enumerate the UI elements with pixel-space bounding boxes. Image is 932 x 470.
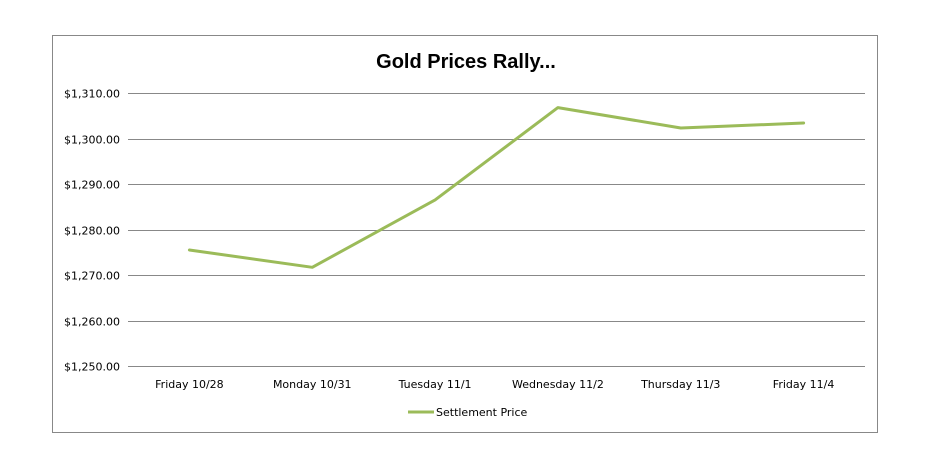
y-axis-labels: $1,250.00 $1,260.00 $1,270.00 $1,280.00 $1,2… xyxy=(64,88,120,374)
y-tick-label: $1,310.00 xyxy=(64,88,120,101)
x-tick-label: Friday 10/28 xyxy=(155,378,224,391)
y-tick-label: $1,290.00 xyxy=(64,179,120,192)
y-tick-label: $1,300.00 xyxy=(64,134,120,147)
y-tick-label: $1,260.00 xyxy=(64,316,120,329)
x-axis-labels: Friday 10/28 Monday 10/31 Tuesday 11/1 Wedn… xyxy=(155,378,834,391)
x-tick-label: Tuesday 11/1 xyxy=(398,378,472,391)
y-tick-label: $1,250.00 xyxy=(64,361,120,374)
y-tick-label: $1,280.00 xyxy=(64,225,120,238)
y-tick-label: $1,270.00 xyxy=(64,270,120,283)
x-tick-label: Monday 10/31 xyxy=(273,378,352,391)
series-line-settlement-price xyxy=(187,106,806,269)
legend-label: Settlement Price xyxy=(436,406,528,419)
x-tick-label: Friday 11/4 xyxy=(773,378,835,391)
series-layer xyxy=(187,106,806,269)
legend: Settlement Price xyxy=(408,406,528,419)
gridlines xyxy=(128,93,865,367)
chart-title: Gold Prices Rally... xyxy=(376,51,556,73)
x-tick-label: Wednesday 11/2 xyxy=(512,378,604,391)
x-tick-label: Thursday 11/3 xyxy=(640,378,720,391)
